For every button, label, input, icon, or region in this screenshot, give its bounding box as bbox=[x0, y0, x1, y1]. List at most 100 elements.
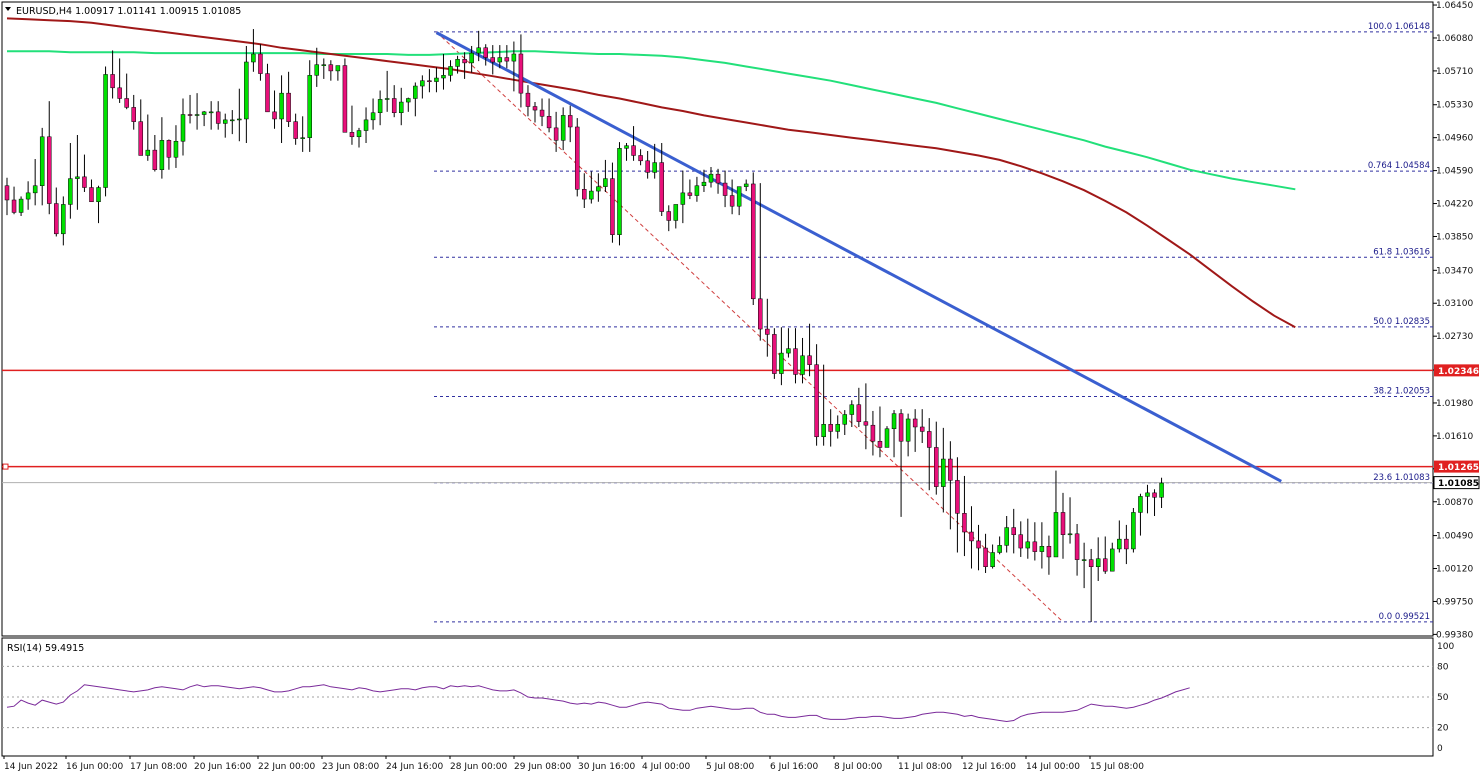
x-tick-label: 8 Jul 00:00 bbox=[834, 762, 883, 772]
rsi-label: RSI(14) 59.4915 bbox=[7, 643, 84, 654]
candle bbox=[201, 110, 207, 127]
candle bbox=[969, 506, 974, 569]
candle bbox=[821, 364, 826, 446]
candle-body-bull bbox=[39, 136, 45, 186]
candle bbox=[208, 101, 214, 130]
candle bbox=[39, 127, 45, 206]
candle-body-bear bbox=[983, 547, 988, 567]
candle bbox=[1067, 497, 1073, 544]
candle-body-bear bbox=[1046, 546, 1052, 558]
candle-body-bear bbox=[934, 447, 939, 487]
candle bbox=[307, 60, 312, 152]
candle bbox=[955, 457, 960, 553]
candle-body-bull bbox=[335, 65, 341, 72]
candle-body-bear bbox=[645, 160, 650, 173]
candle-body-bull bbox=[356, 130, 362, 138]
candle bbox=[244, 45, 249, 144]
candle bbox=[272, 90, 277, 129]
candle bbox=[476, 30, 481, 62]
candle-body-bull bbox=[1095, 558, 1101, 567]
candle-body-bear bbox=[483, 47, 488, 58]
candle bbox=[1088, 548, 1094, 622]
candle bbox=[687, 179, 693, 200]
y-tick-label: 1.04220 bbox=[1436, 200, 1473, 210]
candle-body-bear bbox=[286, 92, 291, 122]
candle-body-bear bbox=[117, 87, 122, 99]
candle bbox=[420, 75, 425, 99]
candle-body-bear bbox=[427, 80, 432, 82]
candle-body-bear bbox=[152, 149, 158, 170]
main-pane-frame bbox=[1, 1, 1434, 637]
candle-body-bull bbox=[1131, 512, 1136, 550]
candle bbox=[863, 383, 869, 450]
candle bbox=[596, 173, 601, 202]
candle-body-bear bbox=[1011, 527, 1016, 535]
candle-body-bull bbox=[75, 176, 80, 179]
candle-body-bull bbox=[222, 119, 228, 124]
candle-body-bull bbox=[18, 198, 24, 213]
candle bbox=[1025, 518, 1031, 559]
candle-body-bear bbox=[898, 413, 904, 442]
candle-body-bull bbox=[1053, 512, 1059, 558]
x-tick-label: 14 Jul 00:00 bbox=[1026, 762, 1080, 772]
candle bbox=[1159, 477, 1164, 508]
candle-body-bear bbox=[631, 145, 636, 156]
candle-body-bull bbox=[476, 47, 481, 54]
candle bbox=[61, 196, 66, 246]
candle-body-bear bbox=[525, 92, 531, 107]
candle-body-bear bbox=[46, 136, 52, 204]
candle bbox=[279, 75, 284, 144]
candle-body-bear bbox=[828, 424, 833, 432]
candle-body-bull bbox=[560, 115, 566, 141]
candle bbox=[46, 101, 52, 215]
candle bbox=[814, 344, 819, 446]
candle-body-bull bbox=[1145, 492, 1150, 497]
candle bbox=[983, 533, 988, 573]
candle bbox=[610, 162, 615, 243]
candle-body-bear bbox=[54, 203, 59, 235]
candle bbox=[948, 441, 953, 530]
moving-average-green bbox=[7, 50, 1296, 191]
candle-body-bull bbox=[398, 101, 404, 113]
candle bbox=[645, 151, 650, 179]
candle-body-bull bbox=[420, 80, 425, 87]
candle-body-bear bbox=[546, 116, 552, 129]
candle bbox=[335, 65, 341, 81]
candle-body-bull bbox=[244, 61, 249, 120]
candle-body-bear bbox=[391, 98, 397, 113]
candle bbox=[131, 94, 136, 130]
candle bbox=[1018, 521, 1024, 557]
candle bbox=[617, 142, 622, 246]
candle-body-bear bbox=[504, 57, 510, 62]
candle bbox=[997, 536, 1002, 555]
candle-body-bull bbox=[370, 112, 376, 121]
candle bbox=[1124, 524, 1129, 565]
candle-body-bull bbox=[406, 98, 411, 103]
candle bbox=[25, 181, 31, 210]
candle bbox=[427, 69, 432, 93]
candle bbox=[265, 63, 270, 113]
candle-body-bear bbox=[863, 421, 869, 426]
candle bbox=[638, 149, 643, 166]
y-tick-label: 1.00490 bbox=[1436, 532, 1473, 542]
candle bbox=[589, 171, 594, 204]
candle bbox=[1011, 508, 1016, 554]
candle-body-bear bbox=[793, 348, 798, 375]
x-tick-label: 28 Jun 00:00 bbox=[450, 762, 507, 772]
candle-body-bull bbox=[237, 118, 242, 121]
candle bbox=[877, 406, 883, 458]
rsi-tick-label: 50 bbox=[1437, 693, 1449, 703]
candle-body-bear bbox=[962, 513, 967, 533]
candle-body-bull bbox=[905, 418, 911, 442]
candle-body-bull bbox=[455, 59, 460, 67]
candle-body-bull bbox=[159, 140, 165, 170]
x-tick-label: 14 Jun 2022 bbox=[4, 762, 58, 772]
rsi-tick-label: 0 bbox=[1437, 744, 1443, 754]
y-tick-label: 1.00120 bbox=[1436, 565, 1473, 575]
candle-body-bull bbox=[96, 187, 101, 203]
candle bbox=[1074, 524, 1080, 576]
fib-level-label: 100.0 1.06148 bbox=[1368, 22, 1430, 32]
candle bbox=[701, 169, 707, 192]
x-tick-label: 22 Jun 00:00 bbox=[258, 762, 315, 772]
